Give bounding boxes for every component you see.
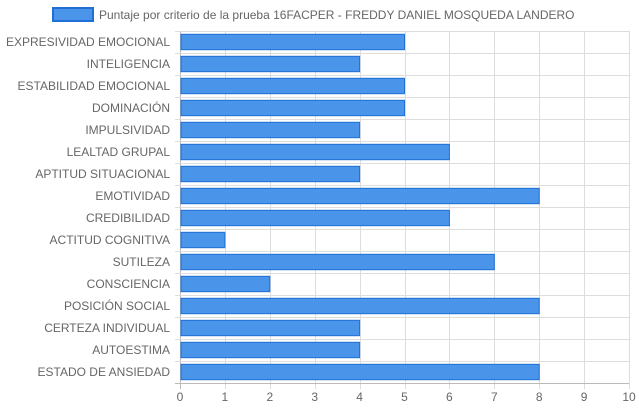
x-tick-label: 5 — [401, 390, 408, 404]
category-label: SUTILEZA — [113, 255, 170, 269]
x-tick-label: 4 — [356, 390, 363, 404]
category-label: LEALTAD GRUPAL — [67, 145, 171, 159]
category-label: CREDIBILIDAD — [86, 211, 170, 225]
bar[interactable] — [180, 77, 405, 95]
bar[interactable] — [180, 143, 450, 161]
bar[interactable] — [180, 99, 405, 117]
category-label: IMPULSIVIDAD — [85, 123, 170, 137]
bar[interactable] — [180, 121, 361, 139]
category-labels: EXPRESIVIDAD EMOCIONAL INTELIGENCIA ESTABI… — [6, 35, 170, 379]
category-label: AUTOESTIMA — [92, 343, 170, 357]
x-tick-label: 0 — [177, 390, 184, 404]
bar[interactable] — [180, 231, 226, 249]
bar[interactable] — [180, 187, 540, 205]
category-label: APTITUD SITUACIONAL — [35, 167, 170, 181]
category-label: EMOTIVIDAD — [95, 189, 170, 203]
category-label: DOMINACIÓN — [92, 100, 170, 115]
bars — [180, 33, 540, 381]
bar[interactable] — [180, 209, 450, 227]
bar[interactable] — [180, 33, 405, 51]
category-label: INTELIGENCIA — [87, 57, 170, 71]
bar[interactable] — [180, 275, 271, 293]
bar[interactable] — [180, 297, 540, 315]
category-label: ACTITUD COGNITIVA — [50, 233, 170, 247]
category-label: POSICIÓN SOCIAL — [64, 298, 170, 313]
x-tick-label: 7 — [491, 390, 498, 404]
x-tick-label: 6 — [446, 390, 453, 404]
chart-legend[interactable]: Puntaje por criterio de la prueba 16FACP… — [52, 7, 575, 22]
category-label: EXPRESIVIDAD EMOCIONAL — [6, 35, 170, 49]
category-label: CERTEZA INDIVIDUAL — [44, 321, 170, 335]
bar[interactable] — [180, 341, 361, 359]
x-tick-labels: 0 1 2 3 4 5 6 7 8 9 10 — [177, 390, 636, 404]
legend-swatch — [52, 7, 94, 22]
x-tick-label: 10 — [622, 390, 636, 404]
grid-lines — [175, 31, 630, 389]
bar[interactable] — [180, 253, 495, 271]
x-tick-label: 1 — [222, 390, 229, 404]
x-tick-label: 2 — [266, 390, 273, 404]
bar[interactable] — [180, 363, 540, 381]
legend-label: Puntaje por criterio de la prueba 16FACP… — [99, 8, 575, 22]
bar[interactable] — [180, 319, 361, 337]
x-tick-label: 8 — [536, 390, 543, 404]
category-label: ESTABILIDAD EMOCIONAL — [18, 79, 171, 93]
bar[interactable] — [180, 55, 361, 73]
category-label: CONSCIENCIA — [87, 277, 170, 291]
category-label: ESTADO DE ANSIEDAD — [38, 365, 171, 379]
bar[interactable] — [180, 165, 361, 183]
x-tick-label: 9 — [581, 390, 588, 404]
x-tick-label: 3 — [311, 390, 318, 404]
